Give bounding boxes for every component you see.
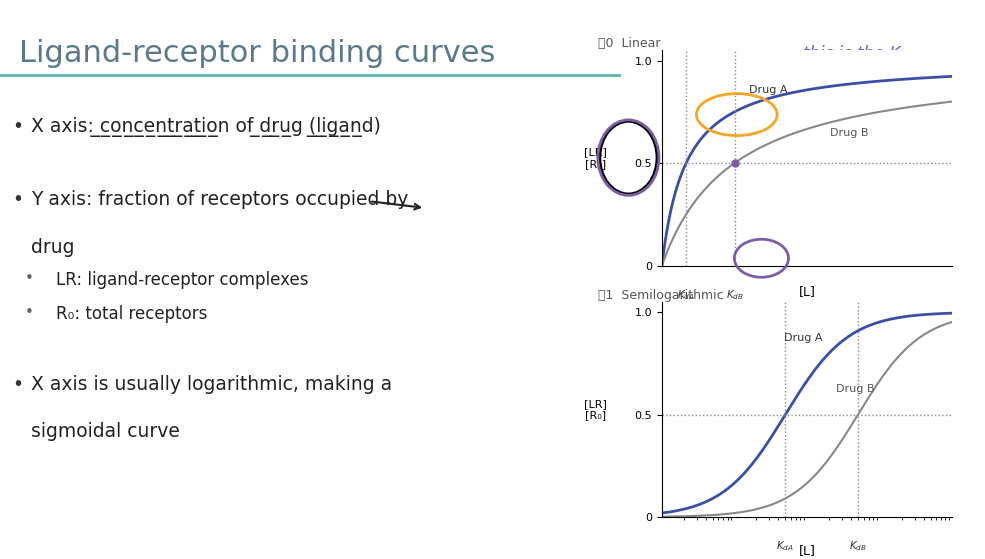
Text: Drug B: Drug B — [836, 384, 875, 394]
Text: •: • — [25, 305, 33, 320]
Y-axis label: [LR]
[R₀]: [LR] [R₀] — [584, 147, 607, 169]
Text: Y axis: fraction of receptors occupied by: Y axis: fraction of receptors occupied b… — [32, 190, 409, 209]
Text: $K_{dB}$: $K_{dB}$ — [849, 539, 867, 553]
Text: •: • — [13, 190, 24, 209]
X-axis label: [L]: [L] — [799, 285, 816, 298]
Text: (when ½ bound): (when ½ bound) — [773, 95, 910, 113]
Text: $K_{dA}$: $K_{dA}$ — [678, 288, 695, 302]
Text: •: • — [25, 271, 33, 286]
Text: •: • — [13, 375, 24, 394]
Text: lower K₂= high affin: lower K₂= high affin — [745, 145, 933, 163]
Text: R₀: total receptors: R₀: total receptors — [56, 305, 207, 323]
Text: ⑀0  Linear: ⑀0 Linear — [598, 37, 661, 50]
Text: ⑀1  Semilogarithmic: ⑀1 Semilogarithmic — [598, 289, 724, 302]
Text: this is the K₂: this is the K₂ — [803, 45, 907, 63]
Text: Drug A: Drug A — [784, 333, 822, 343]
Text: sigmoidal curve: sigmoidal curve — [32, 422, 180, 441]
Text: Drug B: Drug B — [830, 129, 869, 139]
Text: X axis is usually logarithmic, making a: X axis is usually logarithmic, making a — [32, 375, 392, 394]
Text: $K_{dA}$: $K_{dA}$ — [776, 539, 794, 553]
Text: Ligand-receptor binding curves: Ligand-receptor binding curves — [19, 39, 495, 68]
Y-axis label: [LR]
[R₀]: [LR] [R₀] — [584, 399, 607, 420]
Text: •: • — [13, 117, 24, 136]
Text: LR: ligand-receptor complexes: LR: ligand-receptor complexes — [56, 271, 308, 289]
Text: X axis: ̲c̲o̲n̲c̲e̲n̲t̲r̲a̲t̲i̲o̲n of ̲d̲r̲u̲g (̲l̲i̲g̲a̲n̲d): X axis: ̲c̲o̲n̲c̲e̲n̲t̲r̲a̲t̲i̲o̲n of ̲d… — [32, 117, 381, 138]
Text: $K_{dB}$: $K_{dB}$ — [726, 288, 744, 302]
Text: Drug A: Drug A — [750, 86, 788, 96]
X-axis label: [L]: [L] — [799, 544, 816, 557]
Text: drug: drug — [32, 238, 75, 257]
